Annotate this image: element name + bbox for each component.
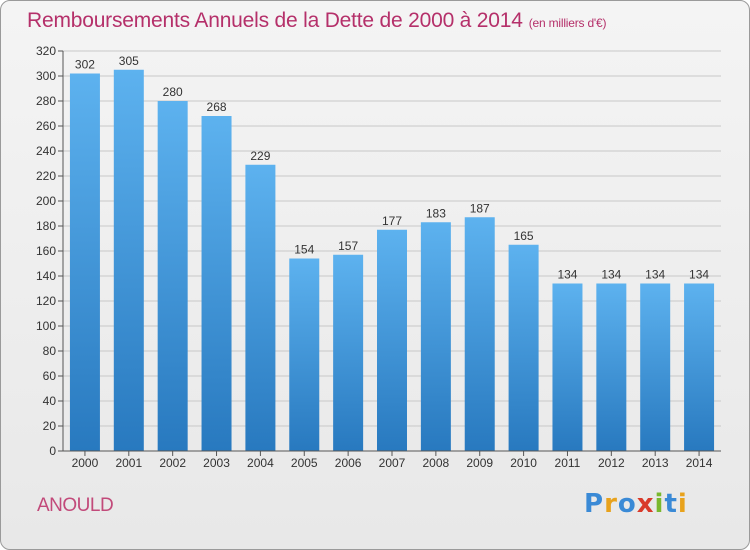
y-tick-label: 240 [36, 144, 56, 158]
x-tick-label-2007: 2007 [379, 456, 406, 470]
x-tick-label-2014: 2014 [686, 456, 713, 470]
x-tick-label-2005: 2005 [291, 456, 318, 470]
bar-2013 [640, 283, 671, 451]
x-tick-label-2011: 2011 [555, 456, 581, 470]
x-tick-label-2009: 2009 [466, 456, 493, 470]
logo-letter: t [664, 489, 678, 519]
data-label-2013: 134 [645, 268, 665, 282]
data-label-2001: 305 [119, 54, 139, 68]
y-tick-label: 60 [43, 369, 57, 383]
logo-letter: P [584, 489, 605, 519]
data-label-2005: 154 [294, 243, 314, 257]
y-tick-label: 320 [36, 44, 56, 58]
data-label-2006: 157 [338, 239, 358, 253]
x-tick-label-2012: 2012 [598, 456, 625, 470]
y-tick-label: 280 [36, 94, 56, 108]
data-label-2010: 165 [514, 229, 534, 243]
chart-title-text: Remboursements Annuels de la Dette de 20… [27, 9, 523, 32]
y-tick-label: 160 [36, 244, 56, 258]
y-tick-label: 180 [36, 219, 56, 233]
data-label-2000: 302 [75, 58, 95, 72]
y-tick-label: 200 [36, 194, 56, 208]
logo-letter: o [617, 489, 637, 519]
x-tick-label-2004: 2004 [247, 456, 274, 470]
y-tick-label: 120 [36, 294, 56, 308]
logo-letter: x [636, 489, 655, 519]
x-tick-label-2006: 2006 [335, 456, 362, 470]
x-tick-label-2013: 2013 [642, 456, 669, 470]
y-tick-label: 260 [36, 119, 56, 133]
x-tick-label-2001: 2001 [115, 456, 142, 470]
x-tick-label-2010: 2010 [510, 456, 537, 470]
data-label-2012: 134 [601, 268, 621, 282]
proxiti-logo: Proxiti [584, 489, 688, 519]
bar-2002 [157, 101, 188, 451]
y-tick-label: 80 [43, 344, 57, 358]
x-axis: 2000 2001 2002 2003 2004 2005 2006 2007 2008 2009… [63, 450, 721, 470]
data-label-2004: 229 [250, 149, 270, 163]
data-label-2009: 187 [470, 201, 490, 215]
chart-unit-note: (en milliers d'€) [528, 16, 607, 30]
bar-2010 [508, 244, 539, 451]
x-tick-label-2003: 2003 [203, 456, 230, 470]
bar-2004 [245, 164, 276, 451]
bar-2001 [113, 69, 144, 451]
bars: 302 305 280 268 229 154 157 177 183 187 165 134 134 1… [69, 54, 715, 451]
logo-letter: i [677, 489, 688, 519]
bar-2008 [420, 222, 451, 451]
bar-2014 [684, 283, 715, 451]
bar-2003 [201, 116, 232, 451]
bar-2007 [377, 229, 407, 451]
bar-2012 [596, 283, 627, 451]
logo-letter: i [654, 489, 665, 519]
data-label-2008: 183 [426, 206, 446, 220]
data-label-2014: 134 [689, 268, 709, 282]
y-axis: 0 20 40 60 80 100 120 140 160 180 200 220 240 260 280 3… [36, 44, 64, 458]
bar-2009 [464, 217, 495, 451]
data-label-2003: 268 [207, 100, 227, 114]
data-label-2007: 177 [382, 214, 402, 228]
x-tick-label-2002: 2002 [159, 456, 186, 470]
bar-2000 [69, 73, 100, 451]
y-tick-label: 220 [36, 169, 56, 183]
bar-2005 [289, 258, 320, 451]
data-label-2002: 280 [163, 85, 183, 99]
commune-name: ANOULD [37, 495, 114, 516]
y-tick-label: 0 [49, 444, 56, 458]
bar-2006 [333, 254, 364, 451]
y-tick-label: 300 [36, 69, 56, 83]
x-tick-label-2008: 2008 [423, 456, 450, 470]
y-tick-label: 40 [43, 394, 57, 408]
data-label-2011: 134 [557, 268, 577, 282]
logo-letter: r [604, 489, 618, 519]
y-tick-label: 100 [36, 319, 56, 333]
chart-title: Remboursements Annuels de la Dette de 20… [27, 9, 606, 33]
y-tick-label: 20 [43, 419, 57, 433]
bar-2011 [552, 283, 583, 451]
x-tick-label-2000: 2000 [72, 456, 99, 470]
y-tick-label: 140 [36, 269, 56, 283]
